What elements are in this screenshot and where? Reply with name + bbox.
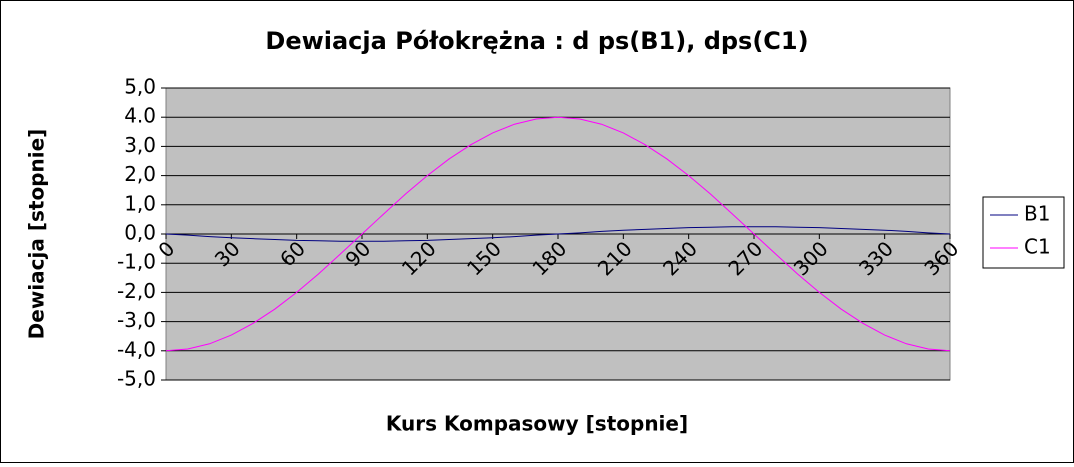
y-tick-label: 3,0	[124, 133, 156, 157]
y-tick-label: -4,0	[117, 337, 156, 361]
legend-label: B1	[1024, 202, 1050, 226]
chart-title: Dewiacja Półokrężna : d ps(B1), dps(C1)	[265, 27, 808, 55]
series-line	[165, 116, 951, 352]
y-tick-label: 2,0	[124, 162, 156, 186]
y-tick-label: 0,0	[124, 221, 156, 245]
legend-label: C1	[1024, 235, 1051, 259]
series-line	[165, 226, 951, 242]
y-axis-label: Dewiacja [stopnie]	[25, 129, 49, 340]
y-tick-label: -3,0	[117, 308, 156, 332]
y-tick-label: -2,0	[117, 279, 156, 303]
y-tick-label: 1,0	[124, 191, 156, 215]
y-tick-label: -1,0	[117, 250, 156, 274]
y-tick-label: 5,0	[124, 75, 156, 99]
legend-box	[982, 196, 1065, 269]
x-axis-label: Kurs Kompasowy [stopnie]	[386, 412, 688, 436]
y-tick-label: 4.0	[124, 104, 156, 128]
y-tick-label: -5,0	[117, 367, 156, 391]
plot-area	[161, 87, 951, 381]
